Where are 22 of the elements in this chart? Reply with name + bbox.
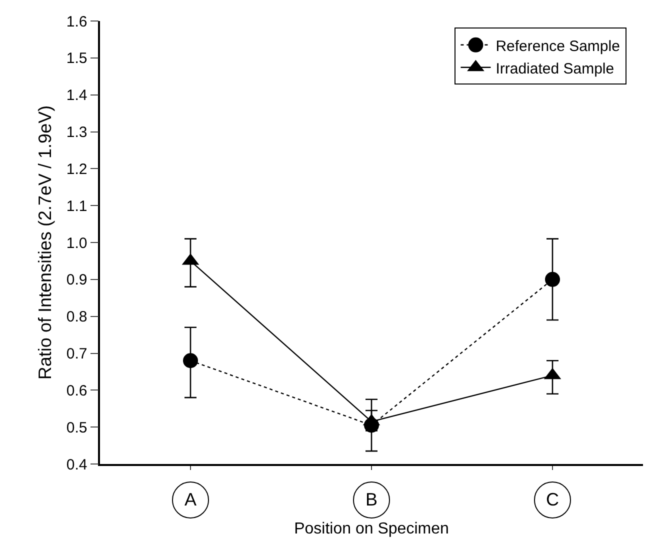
y-tick-label: 0.6 — [66, 382, 88, 400]
x-axis-title: Position on Specimen — [294, 520, 449, 538]
point — [183, 353, 198, 368]
y-tick-label: 1.5 — [66, 50, 88, 68]
y-tick-label: 1.4 — [66, 87, 88, 104]
y-tick-label: 0.5 — [66, 419, 88, 436]
y-tick-label: 1.1 — [66, 198, 88, 215]
y-tick-label: 1.2 — [66, 160, 88, 178]
x-tick-label: A — [184, 489, 197, 510]
y-tick-label: 0.4 — [66, 456, 88, 474]
point — [545, 272, 560, 287]
y-tick-label: 1.0 — [66, 234, 88, 252]
y-tick-label: 0.8 — [66, 308, 88, 326]
y-tick-label: 1.6 — [66, 13, 88, 30]
legend-label: Reference Sample — [496, 38, 620, 55]
x-tick-label: C — [546, 489, 559, 510]
y-tick-label: 0.9 — [66, 272, 88, 289]
y-axis-title: Ratio of Intensities (2.7eV / 1.9eV) — [35, 105, 56, 380]
y-tick-label: 0.7 — [66, 346, 88, 362]
x-tick-label: B — [365, 489, 378, 510]
legend-label: Irradiated Sample — [496, 60, 614, 78]
y-tick-label: 1.3 — [66, 124, 88, 141]
